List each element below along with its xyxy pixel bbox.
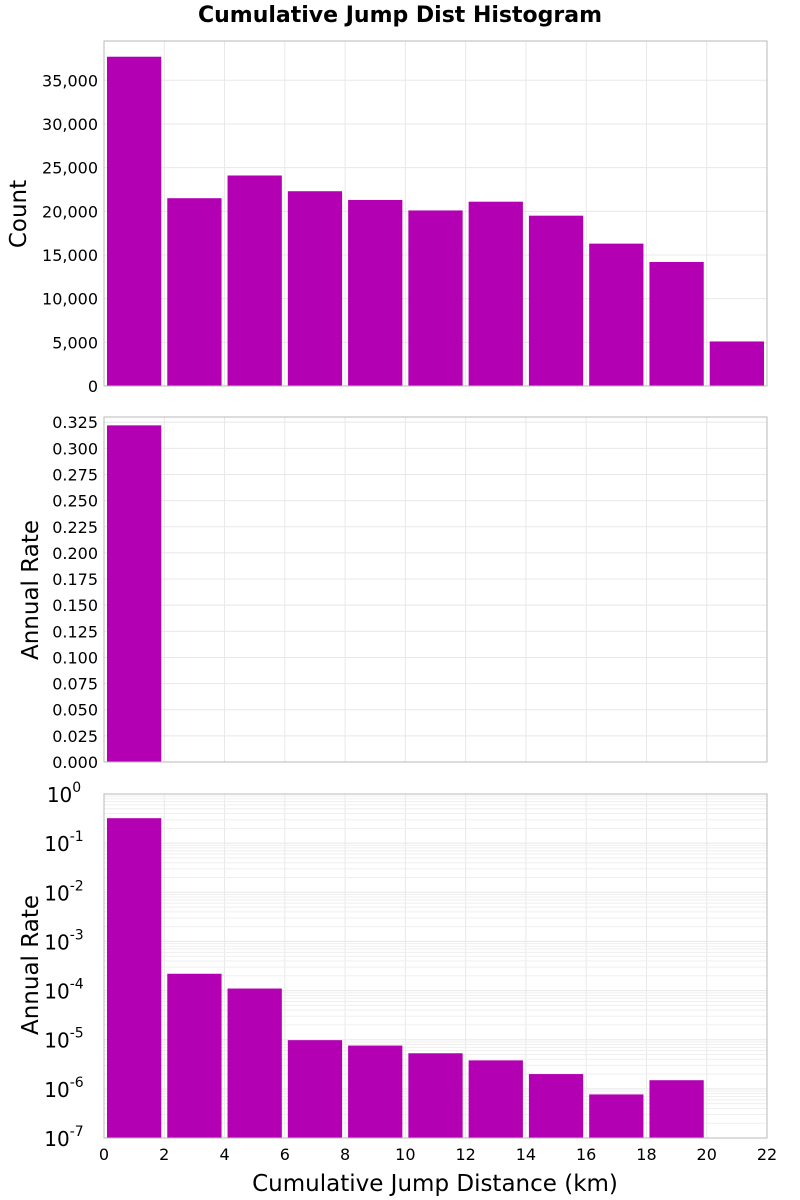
x-tick-label: 6 — [280, 1145, 290, 1164]
annual-rate-log-plot-frame — [103, 793, 768, 1139]
annual-rate-linear-y-tick-label: 0.175 — [52, 570, 98, 589]
count-bar-16-18 — [589, 243, 644, 386]
count-bar-2-4 — [167, 198, 222, 386]
count-bar-4-6 — [227, 175, 282, 386]
count-bar-14-16 — [528, 215, 584, 386]
annual-rate-log-panel: Annual Rate 100 10-1 10-2 10-3 10-4 10-5 10-6 1… — [18, 780, 768, 1151]
x-tick-label: 12 — [455, 1145, 475, 1164]
x-axis-label: Cumulative Jump Distance (km) — [252, 1171, 618, 1197]
annual-rate-linear-y-tick-label: 0.225 — [52, 518, 98, 537]
annual-rate-linear-y-tick-label: 0.325 — [52, 413, 98, 432]
count-y-tick-label: 5,000 — [52, 333, 98, 352]
annual-rate-log-bar-0-2 — [107, 818, 162, 1138]
annual-rate-log-bar-10-12 — [408, 1053, 463, 1138]
count-y-tick-label: 30,000 — [42, 115, 98, 134]
count-bar-0-2 — [107, 56, 162, 386]
annual-rate-log-y-tick-label: 10-6 — [44, 1075, 84, 1102]
x-tick-label: 8 — [340, 1145, 350, 1164]
x-tick-label: 22 — [757, 1145, 777, 1164]
annual-rate-linear-y-tick-label: 0.100 — [52, 648, 98, 667]
annual-rate-linear-y-tick-label: 0.300 — [52, 439, 98, 458]
annual-rate-log-panel-y-axis-label: Annual Rate — [18, 895, 44, 1035]
x-tick-label: 10 — [395, 1145, 415, 1164]
annual-rate-log-y-tick-label: 10-4 — [44, 977, 84, 1004]
annual-rate-linear-plot-frame — [103, 416, 768, 763]
chart-title: Cumulative Jump Dist Histogram — [198, 3, 602, 28]
annual-rate-linear-y-tick-label: 0.075 — [52, 675, 98, 694]
annual-rate-log-bar-8-10 — [348, 1045, 403, 1138]
annual-rate-log-bar-18-20 — [649, 1080, 704, 1138]
annual-rate-log-bar-2-4 — [167, 973, 222, 1138]
count-panel: Count 0 5,000 10,000 15,000 20,000 25,000 30,0… — [6, 40, 768, 396]
annual-rate-linear-y-tick-label: 0.125 — [52, 622, 98, 641]
x-tick-label: 4 — [219, 1145, 229, 1164]
count-bar-18-20 — [649, 261, 704, 386]
annual-rate-log-y-tick-label: 10-7 — [44, 1124, 83, 1151]
x-tick-label: 0 — [99, 1145, 109, 1164]
x-tick-label: 20 — [697, 1145, 717, 1164]
annual-rate-linear-panel: Annual Rate 0.000 0.025 0.050 0.075 0.100 0.1… — [18, 413, 768, 772]
count-bar-6-8 — [287, 191, 343, 386]
annual-rate-linear-bar-0-2 — [107, 425, 162, 762]
count-y-tick-label: 25,000 — [42, 159, 98, 178]
annual-rate-log-bar-4-6 — [227, 988, 282, 1138]
x-tick-label: 2 — [159, 1145, 169, 1164]
count-panel-y-axis-label: Count — [6, 180, 32, 248]
count-plot-frame — [103, 40, 768, 387]
annual-rate-linear-y-tick-label: 0.025 — [52, 727, 98, 746]
x-tick-label: 14 — [516, 1145, 536, 1164]
annual-rate-log-y-tick-label: 10-3 — [44, 927, 83, 954]
annual-rate-linear-y-tick-label: 0.275 — [52, 466, 98, 485]
annual-rate-linear-y-tick-label: 0.000 — [52, 753, 98, 772]
x-axis: 0 2 4 6 8 10 12 14 16 18 20 22 — [99, 1145, 777, 1164]
count-bar-20-22 — [709, 341, 764, 386]
count-y-tick-label: 10,000 — [42, 290, 98, 309]
count-y-tick-label: 0 — [88, 377, 98, 396]
annual-rate-log-bar-12-14 — [468, 1060, 523, 1138]
count-bar-12-14 — [468, 201, 523, 386]
annual-rate-linear-y-tick-label: 0.050 — [52, 701, 98, 720]
annual-rate-linear-y-tick-label: 0.150 — [52, 596, 98, 615]
count-bar-8-10 — [348, 199, 403, 386]
annual-rate-log-y-tick-label: 10-1 — [44, 829, 83, 856]
annual-rate-log-y-tick-label: 10-2 — [44, 878, 83, 905]
x-tick-label: 16 — [576, 1145, 596, 1164]
x-tick-label: 18 — [636, 1145, 656, 1164]
annual-rate-log-y-tick-label: 10-5 — [44, 1026, 83, 1053]
annual-rate-linear-y-tick-label: 0.200 — [52, 544, 98, 563]
count-y-tick-label: 20,000 — [42, 202, 98, 221]
annual-rate-log-bar-16-18 — [589, 1094, 644, 1138]
annual-rate-log-y-tick-label: 100 — [47, 780, 81, 807]
count-y-tick-label: 35,000 — [42, 71, 98, 90]
annual-rate-log-bar-6-8 — [287, 1040, 343, 1138]
annual-rate-linear-y-tick-label: 0.250 — [52, 492, 98, 511]
annual-rate-log-bar-14-16 — [528, 1074, 584, 1138]
count-bar-10-12 — [408, 210, 463, 386]
count-y-tick-label: 15,000 — [42, 246, 98, 265]
annual-rate-linear-panel-y-axis-label: Annual Rate — [18, 520, 44, 660]
